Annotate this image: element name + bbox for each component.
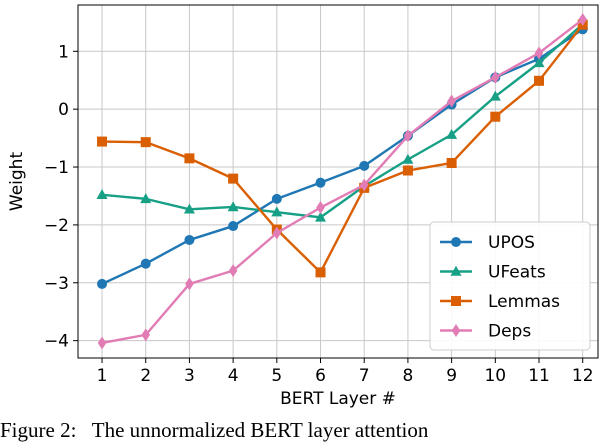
series-line [101, 18, 584, 345]
marker-square [315, 267, 326, 278]
x-tick-label: 5 [271, 366, 282, 386]
marker-square [228, 173, 239, 184]
x-tick-label: 4 [228, 366, 239, 386]
legend-item: UPOS [440, 233, 535, 253]
series-layer [96, 12, 589, 350]
plot-frame [77, 4, 599, 359]
marker-triangle [140, 193, 152, 204]
marker-diamond [451, 324, 461, 337]
x-tick-label: 10 [484, 366, 506, 386]
marker-triangle [315, 211, 327, 222]
marker-circle [228, 221, 239, 232]
x-axis-title: BERT Layer # [280, 389, 396, 409]
legend: UPOS UFeats Lemmas Deps [429, 221, 591, 351]
marker-diamond [447, 94, 456, 108]
legend-label: Deps [488, 322, 531, 342]
marker-square [140, 137, 151, 148]
marker-diamond [97, 336, 107, 350]
series-line [102, 23, 584, 274]
legend-label: Lemmas [488, 292, 560, 312]
series-ufeats [96, 18, 589, 222]
legend-item: Lemmas [440, 292, 560, 312]
x-tick-label: 6 [315, 366, 326, 386]
y-tick-label: −2 [44, 216, 69, 236]
marker-triangle [450, 265, 462, 276]
series-deps [97, 12, 587, 350]
marker-triangle [402, 153, 414, 164]
x-tick-label: 1 [97, 366, 108, 386]
x-tick-label: 2 [140, 366, 151, 386]
marker-triangle [96, 189, 108, 200]
marker-diamond [228, 264, 238, 278]
marker-triangle [271, 206, 283, 217]
marker-square [184, 153, 195, 164]
marker-circle [271, 193, 282, 204]
marker-diamond [185, 277, 194, 291]
marker-triangle [489, 90, 501, 101]
x-tick-label: 7 [359, 366, 370, 386]
marker-diamond [316, 201, 325, 215]
x-tick-label: 3 [184, 366, 195, 386]
marker-circle [359, 160, 370, 171]
marker-diamond [578, 12, 587, 26]
marker-circle [315, 177, 326, 188]
legend-box [429, 221, 591, 351]
marker-diamond [491, 70, 500, 84]
marker-circle [184, 234, 195, 245]
marker-triangle [533, 57, 545, 68]
figure-caption: Figure 2: The unnormalized BERT layer at… [0, 418, 429, 442]
marker-square [97, 136, 108, 147]
legend-label: UPOS [488, 233, 535, 253]
marker-diamond [403, 129, 413, 143]
marker-diamond [359, 178, 369, 192]
y-tick-label: −1 [44, 158, 69, 178]
marker-triangle [446, 128, 458, 139]
marker-triangle [227, 201, 239, 212]
y-tick-label: 1 [58, 42, 69, 62]
legend-item: UFeats [440, 263, 546, 283]
y-axis-title: Weight [7, 152, 27, 212]
marker-circle [97, 278, 108, 289]
x-tick-label: 8 [403, 366, 414, 386]
marker-diamond [534, 46, 544, 60]
marker-square [490, 111, 501, 122]
y-tick-label: −3 [44, 274, 69, 294]
marker-diamond [272, 226, 282, 240]
marker-square [451, 296, 461, 306]
x-tick-label: 9 [446, 366, 457, 386]
y-tick-label: −4 [44, 332, 69, 352]
marker-triangle [183, 203, 195, 214]
marker-circle [140, 258, 151, 269]
marker-square [402, 165, 413, 176]
marker-square [446, 157, 457, 168]
legend-item: Deps [440, 322, 531, 342]
y-tick-label: 0 [58, 100, 69, 120]
marker-square [534, 75, 545, 86]
legend-label: UFeats [488, 263, 546, 283]
marker-circle [451, 237, 461, 247]
x-tick-label: 12 [572, 366, 594, 386]
x-tick-label: 11 [528, 366, 550, 386]
series-line [101, 23, 584, 219]
marker-diamond [141, 328, 150, 342]
